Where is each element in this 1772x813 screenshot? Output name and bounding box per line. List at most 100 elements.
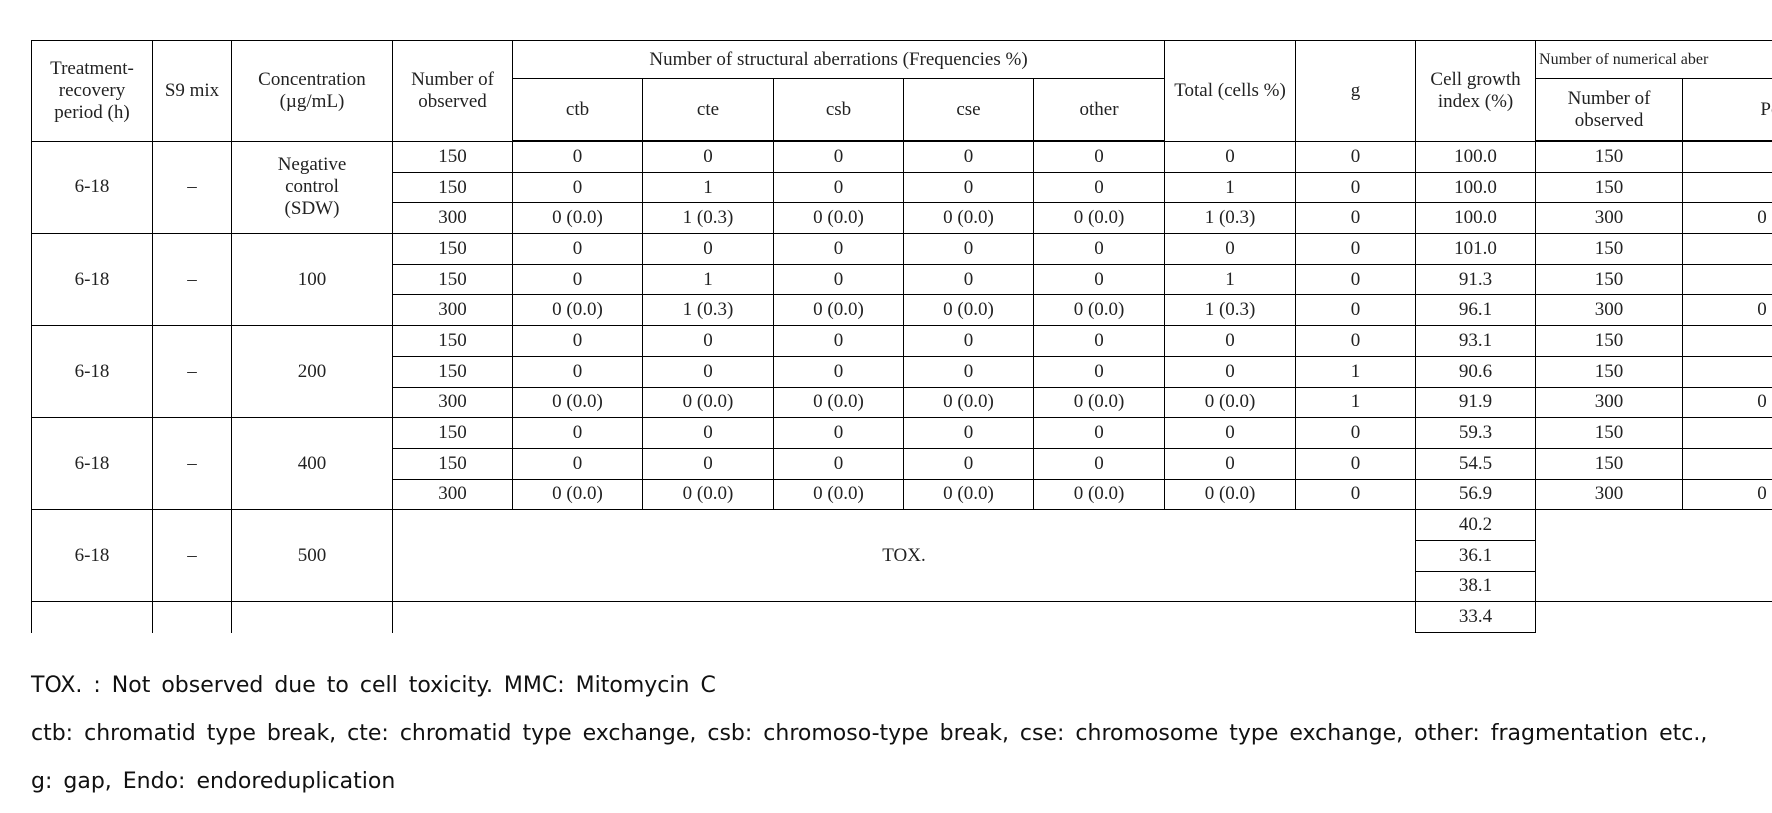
row: 33.4 bbox=[31, 601, 1772, 633]
header-cell: cte bbox=[642, 78, 774, 142]
cell: 0 (0.0) bbox=[1682, 478, 1772, 511]
cell: 100 bbox=[231, 233, 393, 327]
cell: 0 (0.0) bbox=[903, 386, 1034, 419]
cell: 0 bbox=[773, 417, 904, 449]
cell: 0 bbox=[1032, 417, 1166, 449]
cell: 500 bbox=[231, 509, 393, 603]
row: 300 0 (0.0) 0 (0.0) 0 (0.0) 0 (0.0) 0 (0.0) 0 … bbox=[32, 478, 1772, 511]
cell: 0 bbox=[1295, 171, 1417, 204]
cell: 100.0 bbox=[1415, 202, 1537, 235]
cell: 300 bbox=[1535, 478, 1684, 511]
cell: 33.4 bbox=[1415, 601, 1537, 633]
row: 300 0 (0.0) 1 (0.3) 0 (0.0) 0 (0.0) 0 (0.0) 1 … bbox=[32, 202, 1772, 235]
cell: 0 bbox=[1164, 355, 1297, 388]
cell: 150 bbox=[1535, 447, 1684, 480]
cell: 0 (0.0) bbox=[1032, 202, 1166, 235]
row: 36.1 bbox=[32, 539, 1772, 572]
cell: 0 (0.0) bbox=[773, 294, 904, 327]
table-wrap: Treatment-recovery period (h) S9 mix Con… bbox=[31, 40, 1772, 645]
cell: 1 bbox=[642, 171, 774, 204]
cell: 0 bbox=[512, 325, 643, 357]
header-cell: Cell growth index (%) bbox=[1415, 40, 1537, 142]
cell: 300 bbox=[392, 294, 513, 327]
cell: 0 bbox=[1295, 447, 1417, 480]
row: 300 0 (0.0) 0 (0.0) 0 (0.0) 0 (0.0) 0 (0.0) 0 … bbox=[32, 386, 1772, 419]
cell: 0 bbox=[642, 140, 774, 173]
cell: 0 bbox=[773, 171, 904, 204]
cell: 6-18 bbox=[31, 233, 153, 327]
cell: – bbox=[152, 325, 232, 419]
tox-cell: TOX. bbox=[391, 509, 1417, 603]
cell: 0 (0.0) bbox=[1682, 294, 1772, 327]
cell: 96.1 bbox=[1415, 294, 1537, 327]
cell: 300 bbox=[392, 386, 513, 419]
cell: 0 bbox=[1682, 140, 1772, 173]
cell: 1 bbox=[1164, 263, 1297, 296]
header-cell: Polyp bbox=[1682, 78, 1772, 142]
cell: 0 (0.0) bbox=[903, 202, 1034, 235]
cell: 0 bbox=[903, 233, 1034, 265]
cell: 0 bbox=[773, 447, 904, 480]
cell: 0 bbox=[512, 355, 643, 388]
cell bbox=[152, 601, 232, 633]
cell: 150 bbox=[1535, 140, 1684, 173]
cell: 0 bbox=[1164, 447, 1297, 480]
cell bbox=[1535, 509, 1772, 603]
cell: 0 (0.0) bbox=[512, 294, 643, 327]
cell: 300 bbox=[1535, 202, 1684, 235]
header-cell: ctb bbox=[512, 78, 643, 142]
cell: 300 bbox=[392, 478, 513, 511]
row: 300 0 (0.0) 1 (0.3) 0 (0.0) 0 (0.0) 0 (0.0) 1 … bbox=[32, 294, 1772, 327]
cell: 0 (0.0) bbox=[642, 386, 774, 419]
header-cell: Concentration (µg/mL) bbox=[231, 40, 393, 142]
cell: 0 bbox=[903, 171, 1034, 204]
header-cell: csb bbox=[773, 78, 904, 142]
cell: 100.0 bbox=[1415, 171, 1537, 204]
cell: 0 (0.0) bbox=[512, 202, 643, 235]
cell bbox=[1535, 601, 1772, 633]
cell: 56.9 bbox=[1415, 478, 1537, 511]
cell: 150 bbox=[1535, 233, 1684, 265]
header-cell: cse bbox=[903, 78, 1034, 142]
cell: 0 bbox=[903, 447, 1034, 480]
cell: 0 bbox=[773, 355, 904, 388]
cell: 0 bbox=[1295, 263, 1417, 296]
cell: 0 bbox=[512, 447, 643, 480]
cell: 1 bbox=[1295, 355, 1417, 388]
cell: 0 bbox=[1682, 325, 1772, 357]
cell: 0 bbox=[773, 233, 904, 265]
cell: 300 bbox=[1535, 386, 1684, 419]
notes: TOX. : Not observed due to cell toxicity… bbox=[31, 662, 1731, 806]
cell bbox=[31, 601, 153, 633]
row: 6-18–500 TOX. 40.2 bbox=[31, 509, 1772, 603]
header-cell: Number of observed bbox=[392, 40, 513, 142]
cell: 150 bbox=[392, 140, 513, 173]
cell: 0 bbox=[1682, 417, 1772, 449]
cell: – bbox=[152, 509, 232, 603]
cell: 38.1 bbox=[1415, 570, 1537, 603]
note: ctb: chromatid type break, cte: chromati… bbox=[31, 721, 1708, 794]
header-cell: S9 mix bbox=[152, 40, 232, 142]
cell: 0 (0.0) bbox=[903, 478, 1034, 511]
cell: 36.1 bbox=[1415, 539, 1537, 572]
cell: 0 bbox=[1164, 140, 1297, 173]
cell: 0 bbox=[512, 233, 643, 265]
cell: 91.3 bbox=[1415, 263, 1537, 296]
header-cell: Number of structural aberrations (Freque… bbox=[511, 40, 1166, 79]
cell: 100.0 bbox=[1415, 140, 1537, 173]
cell: 0 bbox=[1032, 447, 1166, 480]
cell: 0 bbox=[1295, 325, 1417, 357]
cell: 0 bbox=[1032, 263, 1166, 296]
cell: 0 (0.0) bbox=[1032, 294, 1166, 327]
note: TOX. : Not observed due to cell toxicity… bbox=[31, 673, 716, 698]
cell: – bbox=[152, 417, 232, 511]
cell: 101.0 bbox=[1415, 233, 1537, 265]
cell: 0 bbox=[773, 140, 904, 173]
cell: 0 bbox=[642, 417, 774, 449]
cell: 150 bbox=[392, 355, 513, 388]
cell: 0 bbox=[1682, 263, 1772, 296]
header-cell: g bbox=[1295, 40, 1417, 142]
cell: 0 bbox=[1295, 417, 1417, 449]
